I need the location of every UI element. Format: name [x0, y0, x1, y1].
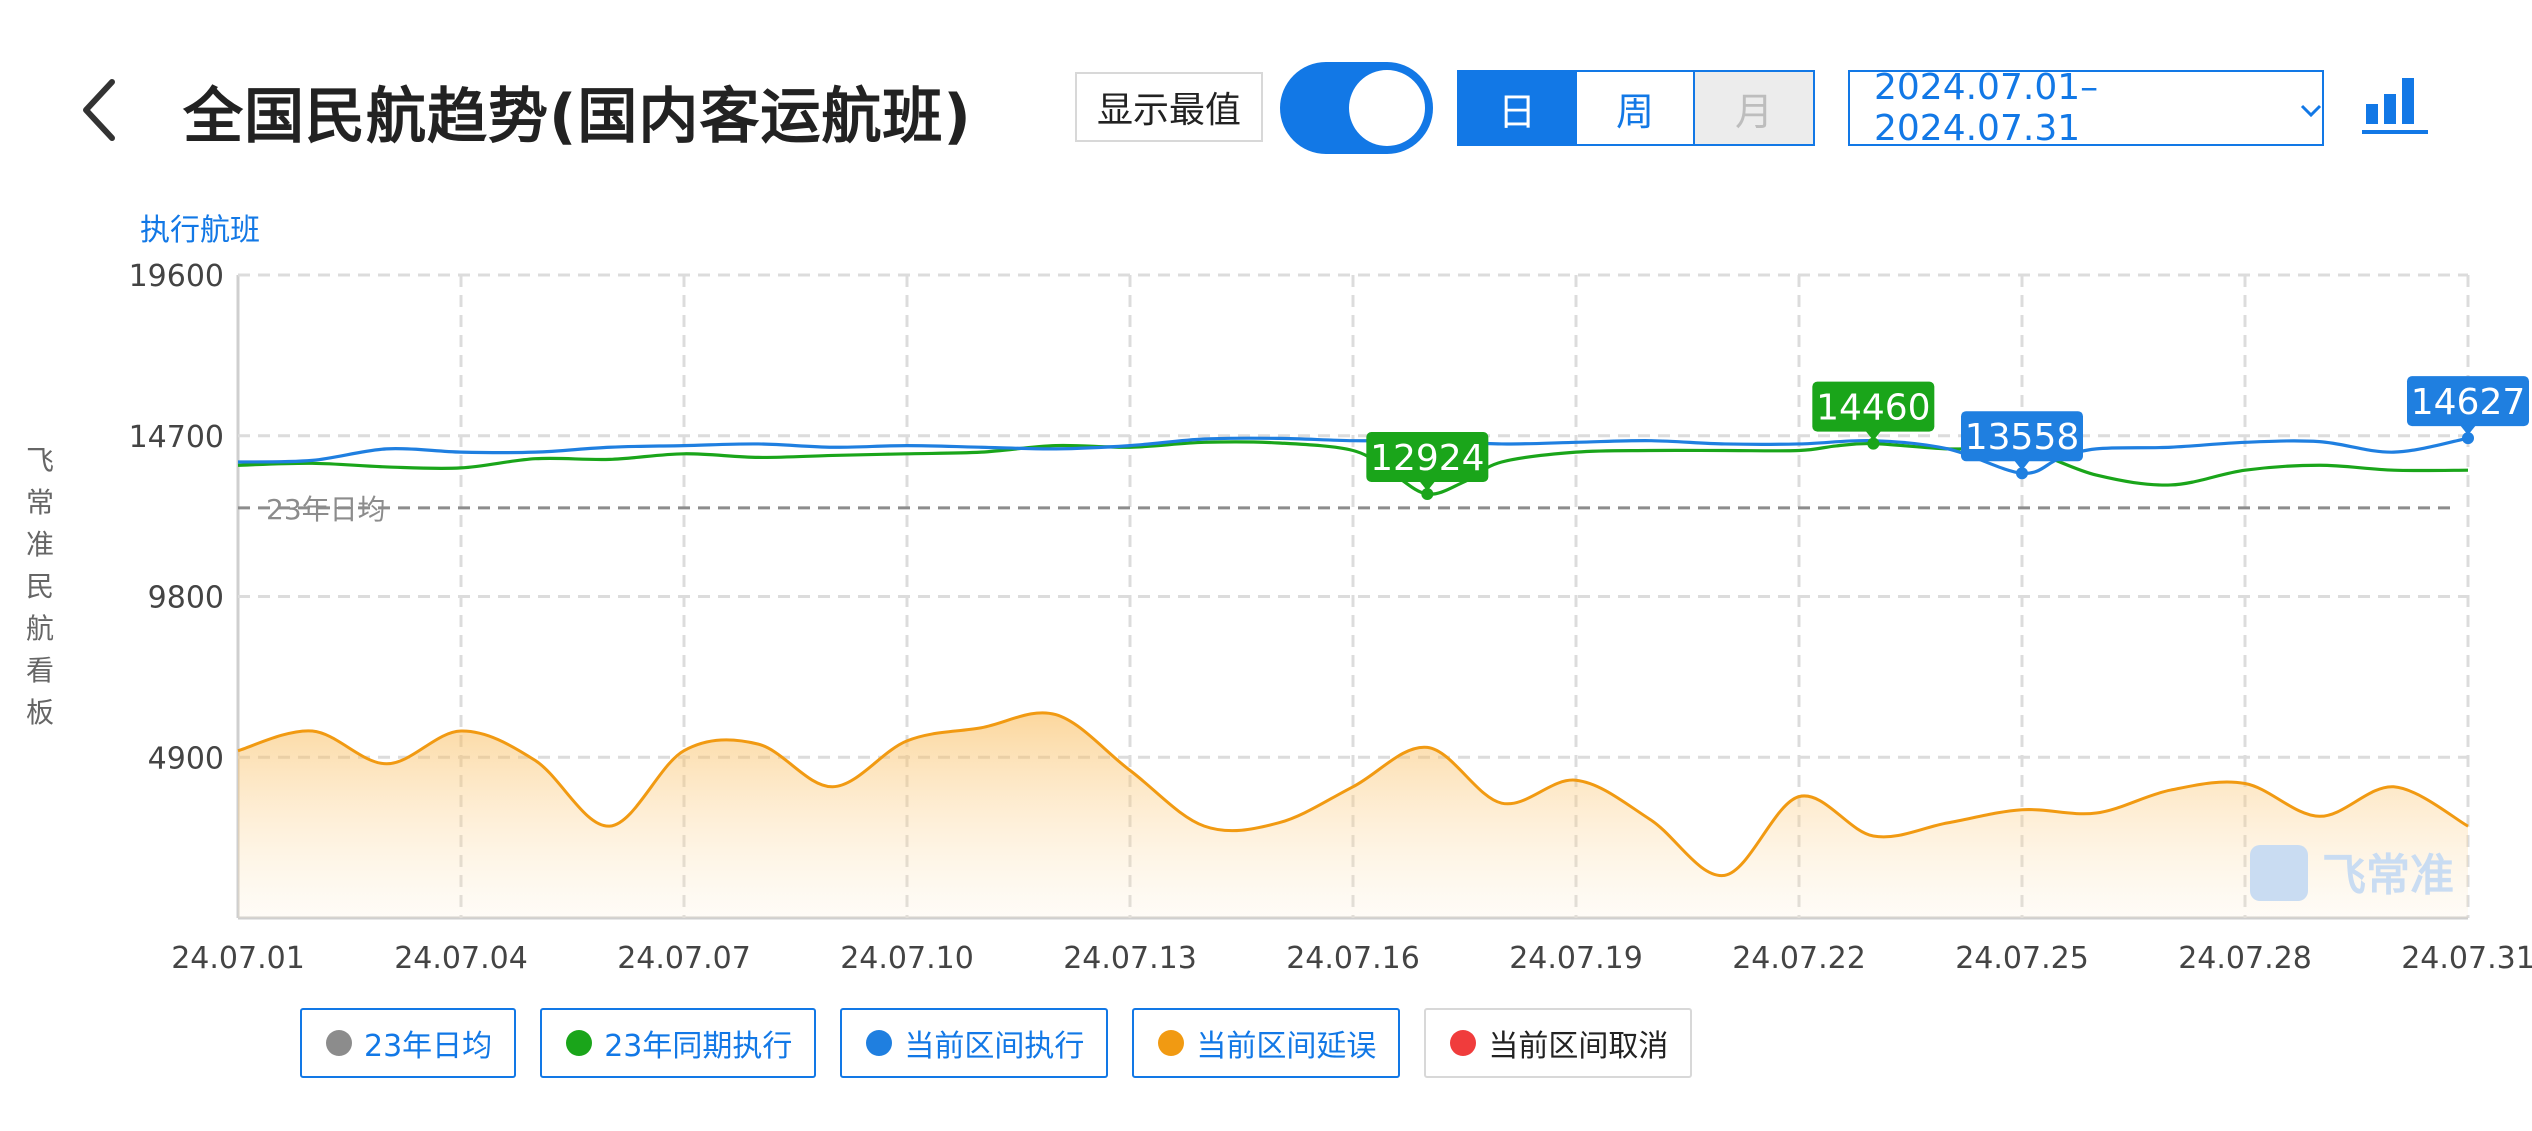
- x-tick-label: 24.07.13: [1063, 941, 1197, 976]
- legend-label: 23年同期执行: [604, 1029, 793, 1064]
- series-23-min-label-pointer: [1419, 481, 1436, 492]
- watermark-logo-icon: [2250, 845, 2308, 901]
- segment-month[interactable]: 月: [1695, 72, 1813, 144]
- series-23-min-point-marker: [1421, 488, 1434, 501]
- series-current-max-label-bg: [2407, 376, 2529, 427]
- x-tick-label: 24.07.28: [2178, 941, 2312, 976]
- series-23-max-label-pointer: [1865, 430, 1882, 441]
- series-current-min-label-pointer: [2014, 460, 2030, 471]
- average-line-label: 23年日均: [266, 493, 386, 526]
- legend-item-current-executed[interactable]: 当前区间执行: [840, 1008, 1109, 1078]
- x-tick-label: 24.07.25: [1955, 941, 2089, 976]
- series-current-max-label-pointer: [2460, 425, 2476, 436]
- legend-item-current-cancelled[interactable]: 当前区间取消: [1424, 1008, 1693, 1078]
- legend-item-23-avg[interactable]: 23年日均: [300, 1008, 517, 1078]
- side-vertical-label: 飞常准民航看板: [25, 444, 54, 729]
- series-current-max-label: 14627: [2411, 382, 2526, 423]
- back-arrow-icon: [83, 79, 115, 141]
- series-23-min-label-bg: [1366, 432, 1489, 483]
- legend-label: 当前区间执行: [904, 1029, 1085, 1064]
- date-range-value: 2024.07.01–2024.07.31: [1874, 67, 2099, 149]
- chevron-down-icon: [2300, 91, 2322, 126]
- y-tick-label: 14700: [129, 420, 224, 455]
- series-23-max-label: 14460: [1816, 388, 1931, 429]
- legend-item-current-delayed[interactable]: 当前区间延误: [1132, 1008, 1401, 1078]
- delay-area: [238, 712, 2468, 918]
- legend: 23年日均 23年同期执行 当前区间执行 当前区间延误 当前区间取消: [300, 1008, 1716, 1078]
- x-tick-label: 24.07.31: [2401, 941, 2532, 976]
- legend-dot: [326, 1030, 352, 1056]
- x-tick-label: 24.07.07: [617, 941, 751, 976]
- date-range-select[interactable]: 2024.07.01–2024.07.31: [1848, 67, 2324, 149]
- series-current-max-point-marker: [2462, 432, 2474, 445]
- y-tick-label: 4900: [148, 741, 224, 776]
- legend-dot: [1158, 1030, 1185, 1056]
- legend-dot: [1450, 1030, 1477, 1056]
- page-title: 全国民航趋势(国内客运航班): [183, 82, 972, 152]
- series-current-min-point-marker: [2016, 467, 2028, 480]
- series-current-min-label: 13558: [1965, 417, 2080, 458]
- toggle-label: 显示最值: [1075, 72, 1263, 142]
- series-line-current-delayed: [237, 711, 2469, 877]
- series-23-max-label-bg: [1812, 381, 1935, 432]
- legend-label: 23年日均: [364, 1029, 493, 1064]
- series-23-min-label: 12924: [1370, 438, 1485, 479]
- legend-item-23-same-period[interactable]: 23年同期执行: [540, 1008, 817, 1078]
- x-tick-label: 24.07.16: [1286, 941, 1420, 976]
- back-button[interactable]: [74, 70, 124, 150]
- y-tick-label: 19600: [129, 259, 224, 294]
- chart-title: 执行航班: [140, 213, 260, 248]
- x-tick-label: 24.07.04: [394, 941, 528, 976]
- x-tick-label: 24.07.01: [171, 941, 305, 976]
- legend-dot: [566, 1030, 593, 1056]
- series-23-max-point-marker: [1867, 437, 1880, 450]
- legend-label: 当前区间延误: [1196, 1029, 1377, 1064]
- bar-chart-icon[interactable]: [2362, 74, 2428, 136]
- segment-day[interactable]: 日: [1459, 72, 1577, 144]
- y-tick-label: 9800: [148, 581, 224, 616]
- series-current-min-label-bg: [1961, 411, 2083, 462]
- legend-dot: [866, 1030, 893, 1056]
- legend-label: 当前区间取消: [1488, 1029, 1669, 1064]
- x-tick-label: 24.07.10: [840, 941, 974, 976]
- period-segmented-control: 日 周 月: [1457, 70, 1815, 146]
- segment-week[interactable]: 周: [1577, 72, 1695, 144]
- x-tick-label: 24.07.22: [1732, 941, 1866, 976]
- show-extremes-toggle[interactable]: [1280, 62, 1433, 154]
- toggle-knob: [1349, 70, 1425, 146]
- watermark-text: 飞常准: [2322, 850, 2454, 901]
- x-tick-label: 24.07.19: [1509, 941, 1643, 976]
